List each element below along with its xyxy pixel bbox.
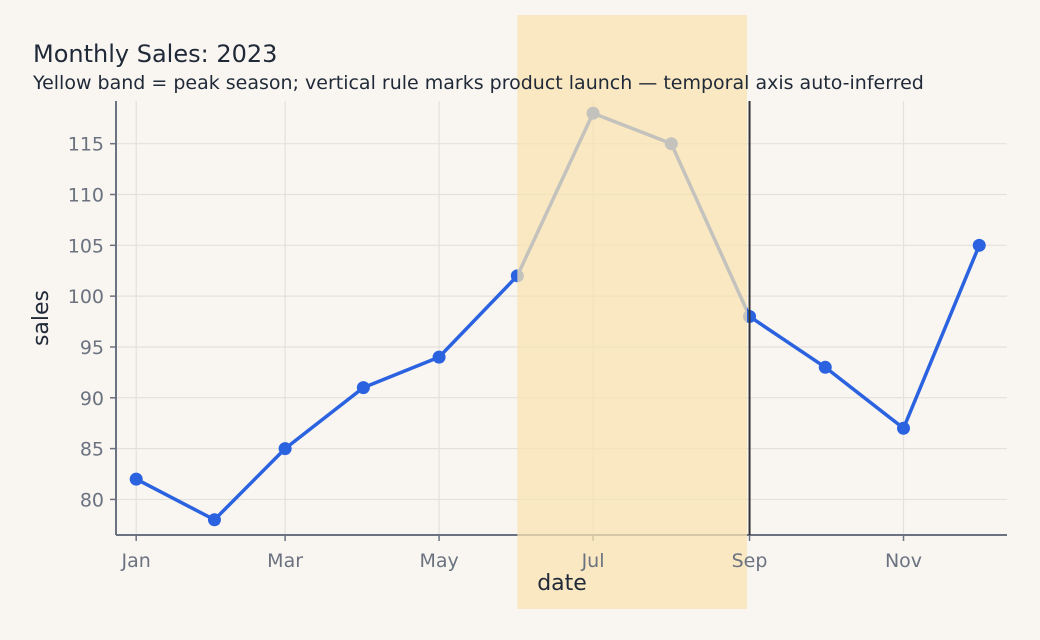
y-tick-label: 110 [68, 185, 104, 207]
data-point [432, 350, 446, 364]
x-tick-label: Nov [885, 550, 922, 572]
y-tick-label: 115 [68, 134, 104, 156]
y-tick-label: 100 [68, 286, 104, 308]
data-point [897, 421, 911, 435]
data-point [356, 381, 370, 395]
y-tick-label: 105 [68, 235, 104, 257]
x-tick-label: Jul [581, 550, 605, 572]
x-tick-label: Mar [267, 550, 303, 572]
peak-season-band [517, 15, 748, 609]
chart-title: Monthly Sales: 2023 [33, 40, 277, 68]
x-tick-label: May [419, 550, 458, 572]
data-point [278, 442, 292, 456]
x-tick-label: Sep [732, 550, 768, 572]
data-point [972, 238, 986, 252]
y-tick-label: 90 [80, 388, 104, 410]
data-point [129, 472, 143, 486]
y-tick-label: 85 [80, 439, 104, 461]
chart-subtitle: Yellow band = peak season; vertical rule… [32, 72, 924, 94]
y-tick-label: 95 [80, 337, 104, 359]
x-axis-title: date [537, 571, 587, 596]
data-point [818, 360, 832, 374]
y-axis-title: sales [29, 290, 54, 346]
data-point [207, 513, 221, 527]
x-tick-label: Jan [121, 550, 151, 572]
tick-labels: 80 85 90 95 100 105 110 115 Jan Mar May Jul Sep Nov [68, 134, 922, 572]
y-tick-label: 80 [80, 489, 104, 511]
